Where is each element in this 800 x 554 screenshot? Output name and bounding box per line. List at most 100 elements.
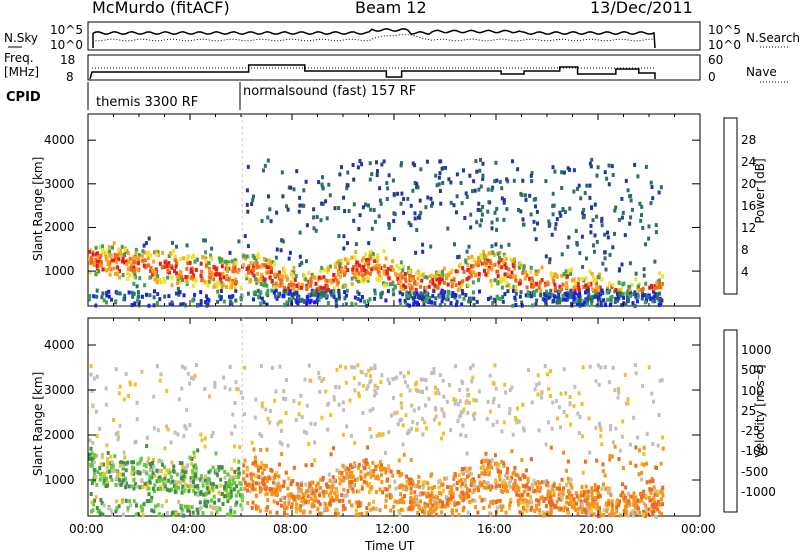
data-cell	[431, 201, 434, 206]
data-cell	[278, 364, 282, 369]
data-cell	[91, 250, 95, 255]
data-cell	[200, 438, 204, 443]
data-cell	[207, 490, 211, 495]
data-cell	[177, 499, 181, 504]
data-cell	[137, 253, 141, 258]
data-cell	[119, 483, 123, 487]
data-cell	[497, 263, 501, 268]
data-cell	[122, 297, 126, 302]
data-cell	[655, 281, 659, 286]
data-cell	[356, 276, 360, 280]
data-cell	[484, 481, 488, 485]
data-cell	[647, 365, 651, 370]
data-cell	[522, 264, 526, 269]
data-cell	[223, 485, 226, 489]
data-cell	[318, 511, 322, 516]
data-cell	[565, 274, 569, 279]
data-cell	[341, 400, 345, 405]
data-cell	[622, 281, 626, 286]
data-cell	[520, 458, 524, 463]
data-cell	[434, 391, 438, 396]
data-cell	[214, 451, 218, 456]
data-cell	[455, 172, 459, 177]
data-cell	[497, 403, 501, 408]
data-cell	[611, 173, 615, 177]
data-cell	[333, 206, 337, 211]
data-cell	[565, 509, 569, 514]
data-cell	[189, 476, 193, 481]
data-cell	[270, 492, 274, 497]
data-cell	[209, 468, 213, 473]
data-cell	[340, 471, 344, 475]
data-cell	[250, 440, 254, 445]
data-cell	[661, 493, 665, 498]
data-cell	[538, 280, 542, 285]
data-cell	[459, 478, 463, 482]
data-cell	[88, 294, 92, 298]
data-cell	[575, 287, 579, 292]
data-cell	[548, 491, 552, 496]
data-cell	[599, 427, 603, 432]
data-cell	[645, 461, 649, 466]
data-cell	[181, 484, 185, 489]
data-cell	[343, 270, 347, 275]
data-cell	[640, 470, 644, 475]
data-cell	[399, 483, 403, 488]
data-cell	[512, 284, 516, 289]
data-cell	[183, 366, 187, 371]
data-cell	[412, 281, 416, 286]
data-cell	[502, 420, 506, 425]
data-cell	[263, 476, 267, 481]
data-cell	[274, 281, 278, 286]
data-cell	[186, 261, 190, 266]
data-cell	[635, 293, 639, 298]
data-cell	[126, 271, 129, 276]
data-cell	[579, 499, 583, 504]
data-cell	[614, 205, 618, 210]
data-cell	[480, 498, 484, 503]
data-cell	[422, 301, 426, 306]
data-cell	[141, 484, 145, 489]
data-cell	[446, 498, 450, 503]
data-cell	[319, 291, 323, 296]
data-cell	[551, 165, 555, 170]
data-cell	[300, 480, 304, 485]
data-cell	[576, 511, 580, 516]
data-cell	[246, 270, 250, 275]
data-cell	[314, 498, 318, 503]
data-cell	[457, 513, 461, 518]
data-cell	[126, 266, 130, 271]
data-cell	[438, 294, 442, 299]
data-cell	[518, 294, 522, 299]
data-cell	[547, 511, 551, 516]
data-cell	[137, 258, 141, 263]
data-cell	[277, 292, 281, 297]
data-cell	[388, 282, 392, 287]
data-cell	[381, 490, 385, 495]
data-cell	[208, 481, 212, 486]
data-cell	[373, 365, 377, 370]
data-cell	[561, 282, 565, 287]
data-cell	[246, 467, 249, 472]
data-cell	[95, 506, 99, 510]
data-cell	[167, 254, 171, 258]
data-cell	[215, 510, 219, 515]
data-cell	[237, 472, 241, 477]
data-cell	[364, 458, 368, 463]
data-cell	[630, 207, 634, 212]
data-cell	[246, 265, 250, 270]
data-cell	[216, 289, 220, 294]
data-cell	[207, 266, 211, 271]
data-cell	[542, 513, 546, 518]
data-cell	[209, 275, 212, 280]
data-cell	[645, 480, 649, 485]
data-cell	[298, 263, 302, 267]
data-cell	[266, 475, 270, 480]
data-cell	[640, 495, 644, 500]
data-cell	[95, 482, 99, 487]
data-cell	[447, 273, 450, 278]
data-cell	[426, 503, 430, 508]
data-cell	[606, 502, 610, 507]
data-cell	[643, 293, 647, 297]
data-cell	[215, 472, 219, 477]
